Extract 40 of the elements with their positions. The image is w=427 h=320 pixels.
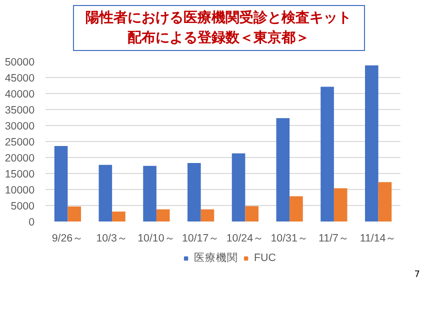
legend-label: 医療機関 bbox=[194, 251, 238, 265]
bar bbox=[245, 206, 258, 222]
chart-title: 陽性者における医療機関受診と検査キット bbox=[86, 9, 352, 28]
y-tick-label: 35000 bbox=[4, 104, 35, 116]
bar bbox=[143, 166, 156, 222]
bar bbox=[320, 86, 334, 222]
x-tick-label: 10/17～ bbox=[182, 232, 220, 244]
bar bbox=[276, 118, 290, 222]
bar bbox=[290, 196, 303, 222]
y-tick-label: 20000 bbox=[4, 152, 35, 164]
x-tick-label: 11/14～ bbox=[360, 232, 397, 244]
y-tick-label: 15000 bbox=[4, 168, 35, 180]
bar bbox=[54, 146, 68, 222]
x-tick-label: 10/31～ bbox=[270, 232, 308, 244]
bar bbox=[378, 182, 392, 222]
bar bbox=[200, 209, 214, 222]
x-tick-label: 10/10～ bbox=[138, 232, 176, 244]
bar bbox=[188, 162, 201, 222]
bar bbox=[156, 209, 170, 222]
bar bbox=[112, 212, 126, 222]
y-tick-label: 0 bbox=[28, 216, 35, 228]
x-tick-label: 10/24～ bbox=[226, 232, 264, 244]
bar bbox=[98, 164, 112, 222]
x-tick-label: 9/26～ bbox=[52, 232, 84, 244]
x-tick-label: 11/7～ bbox=[318, 232, 350, 244]
y-tick-label: 30000 bbox=[4, 120, 35, 132]
chart-subtitle: 配布による登録数＜東京都＞ bbox=[126, 28, 310, 48]
y-tick-label: 40000 bbox=[4, 88, 35, 100]
y-tick-label: 5000 bbox=[10, 200, 35, 212]
text: 7 bbox=[414, 269, 420, 280]
y-tick-label: 50000 bbox=[4, 56, 35, 68]
y-tick-label: 25000 bbox=[4, 136, 35, 148]
y-tick-label: 45000 bbox=[4, 72, 35, 84]
bar bbox=[68, 206, 81, 222]
x-tick-label: 10/3～ bbox=[96, 232, 128, 244]
legend-label: FUC bbox=[254, 252, 276, 264]
bar bbox=[232, 153, 246, 222]
bar bbox=[365, 65, 378, 222]
bar bbox=[334, 188, 348, 222]
y-tick-label: 10000 bbox=[4, 184, 35, 196]
